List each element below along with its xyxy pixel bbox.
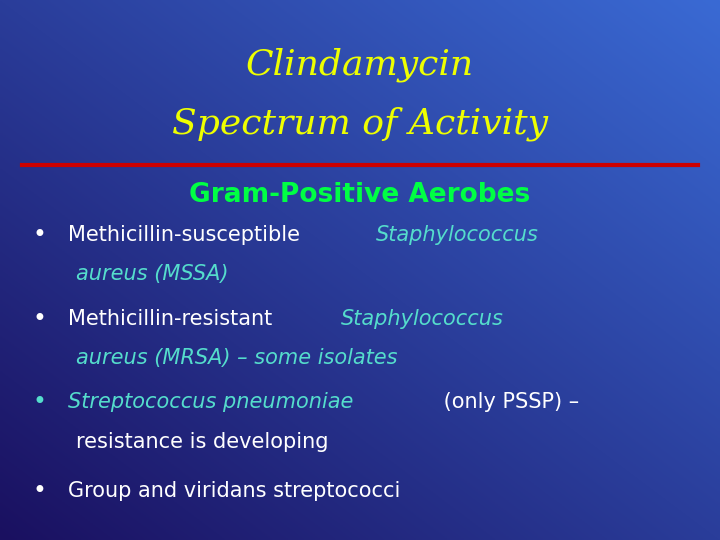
Text: aureus (MSSA): aureus (MSSA)	[76, 264, 228, 285]
Text: •: •	[32, 480, 47, 503]
Text: Spectrum of Activity: Spectrum of Activity	[172, 107, 548, 141]
Text: resistance is developing: resistance is developing	[76, 431, 328, 452]
Text: Gram-Positive Aerobes: Gram-Positive Aerobes	[189, 183, 531, 208]
Text: Methicillin-susceptible: Methicillin-susceptible	[68, 225, 307, 245]
Text: (only PSSP) –: (only PSSP) –	[436, 392, 579, 413]
Text: •: •	[32, 390, 47, 414]
Text: Staphylococcus: Staphylococcus	[341, 308, 503, 329]
Text: Group and viridans streptococci: Group and viridans streptococci	[68, 481, 401, 502]
Text: Clindamycin: Clindamycin	[246, 48, 474, 82]
Text: aureus (MRSA) – some isolates: aureus (MRSA) – some isolates	[76, 348, 397, 368]
Text: Methicillin-resistant: Methicillin-resistant	[68, 308, 279, 329]
Text: Streptococcus pneumoniae: Streptococcus pneumoniae	[68, 392, 354, 413]
Text: •: •	[32, 223, 47, 247]
Text: Staphylococcus: Staphylococcus	[377, 225, 539, 245]
Text: •: •	[32, 307, 47, 330]
